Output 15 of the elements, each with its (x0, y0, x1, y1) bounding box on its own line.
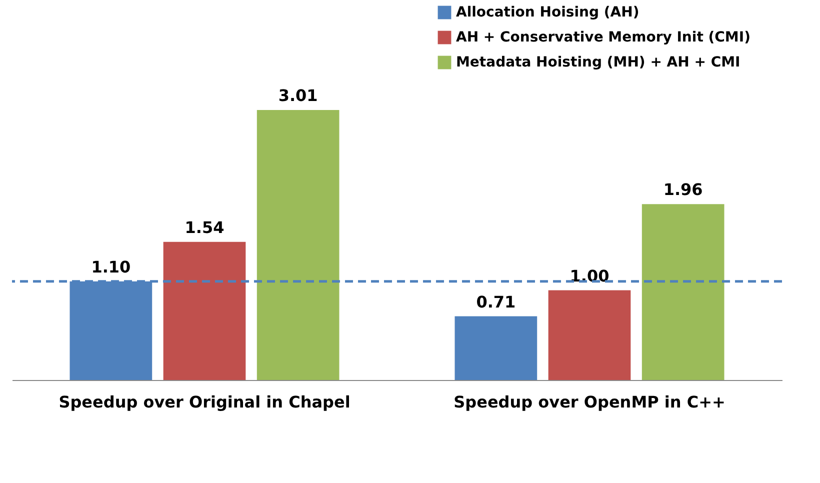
legend-label: Allocation Hoising (AH) (456, 4, 640, 20)
legend-label: AH + Conservative Memory Init (CMI) (456, 30, 750, 46)
bar (548, 290, 631, 380)
bar (454, 316, 538, 380)
data-label: 1.10 (91, 257, 131, 276)
data-label: 1.54 (184, 218, 224, 237)
bar (256, 110, 340, 380)
x-tick-label: Speedup over Original in Chapel (58, 392, 350, 412)
bar (642, 204, 724, 380)
data-label: 1.96 (663, 180, 703, 200)
legend-label: Metadata Hoisting (MH) + AH + CMI (456, 54, 740, 70)
x-tick-label: Speedup over OpenMP in C++ (454, 392, 726, 412)
bar (163, 242, 246, 380)
data-label: 0.71 (476, 292, 516, 312)
data-label: 3.01 (278, 86, 318, 105)
